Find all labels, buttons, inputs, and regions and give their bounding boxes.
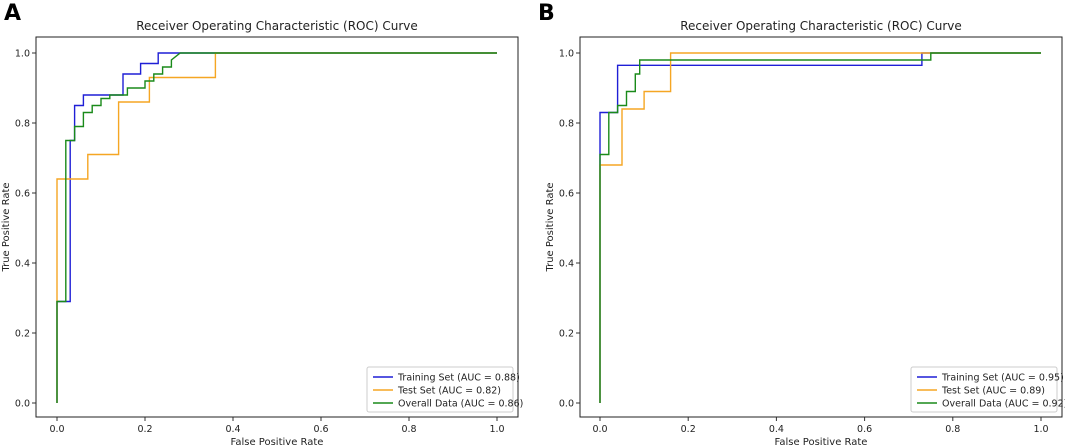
chart-title: Receiver Operating Characteristic (ROC) … bbox=[680, 19, 962, 33]
series-line-3 bbox=[599, 52, 1041, 403]
legend-entry-1: Training Set (AUC = 0.95) bbox=[941, 373, 1064, 384]
panel-letter: A bbox=[4, 1, 21, 26]
x-tick-label: 1.0 bbox=[1033, 424, 1048, 435]
plot-frame bbox=[579, 36, 1063, 418]
y-tick-label: 1.0 bbox=[15, 49, 30, 60]
x-axis-label: False Positive Rate bbox=[231, 437, 324, 448]
panel-letter: B bbox=[538, 1, 555, 26]
y-axis-label: True Positive Rate bbox=[1, 182, 12, 272]
legend-entry-3: Overall Data (AUC = 0.86) bbox=[398, 399, 523, 410]
legend-entry-1: Training Set (AUC = 0.88) bbox=[397, 373, 520, 384]
roc-panel-a: A Receiver Operating Characteristic (ROC)… bbox=[1, 1, 523, 448]
x-tick-label: 0.2 bbox=[137, 424, 152, 435]
y-tick-label: 0.8 bbox=[15, 119, 30, 130]
legend: Training Set (AUC = 0.88) Test Set (AUC =… bbox=[366, 366, 523, 413]
legend-entry-2: Test Set (AUC = 0.82) bbox=[397, 386, 501, 397]
y-tick-label: 0.2 bbox=[559, 329, 574, 340]
x-tick-label: 0.2 bbox=[681, 424, 696, 435]
legend: Training Set (AUC = 0.95) Test Set (AUC =… bbox=[910, 366, 1065, 413]
y-tick-label: 0.4 bbox=[15, 259, 30, 270]
x-tick-label: 0.0 bbox=[49, 424, 64, 435]
y-tick-label: 0.0 bbox=[559, 399, 574, 410]
legend-entry-3: Overall Data (AUC = 0.92) bbox=[942, 399, 1065, 410]
series-line-2 bbox=[599, 52, 1041, 403]
series-line-1 bbox=[599, 52, 1041, 403]
y-tick-label: 0.2 bbox=[15, 329, 30, 340]
x-axis-label: False Positive Rate bbox=[775, 437, 868, 448]
y-tick-label: 1.0 bbox=[559, 49, 574, 60]
x-tick-label: 0.0 bbox=[592, 424, 607, 435]
y-axis-label: True Positive Rate bbox=[545, 182, 556, 272]
y-tick-label: 0.0 bbox=[15, 399, 30, 410]
x-tick-label: 0.4 bbox=[225, 424, 240, 435]
x-tick-label: 0.4 bbox=[769, 424, 784, 435]
x-tick-label: 0.8 bbox=[401, 424, 416, 435]
x-tick-label: 0.6 bbox=[313, 424, 328, 435]
y-tick-label: 0.6 bbox=[559, 189, 574, 200]
legend-entry-2: Test Set (AUC = 0.89) bbox=[941, 386, 1045, 397]
x-tick-label: 0.6 bbox=[857, 424, 872, 435]
y-tick-label: 0.6 bbox=[15, 189, 30, 200]
series-line-1 bbox=[56, 52, 497, 403]
legend-box bbox=[910, 366, 1058, 413]
x-tick-label: 0.8 bbox=[945, 424, 960, 435]
chart-title: Receiver Operating Characteristic (ROC) … bbox=[136, 19, 418, 33]
series-line-3 bbox=[56, 52, 497, 403]
legend-box bbox=[366, 366, 514, 413]
roc-panel-b: B Receiver Operating Characteristic (ROC)… bbox=[538, 1, 1065, 448]
x-tick-label: 1.0 bbox=[489, 424, 504, 435]
y-tick-label: 0.8 bbox=[559, 119, 574, 130]
series-line-2 bbox=[56, 52, 497, 403]
plot-frame bbox=[35, 36, 519, 418]
y-tick-label: 0.4 bbox=[559, 259, 574, 270]
